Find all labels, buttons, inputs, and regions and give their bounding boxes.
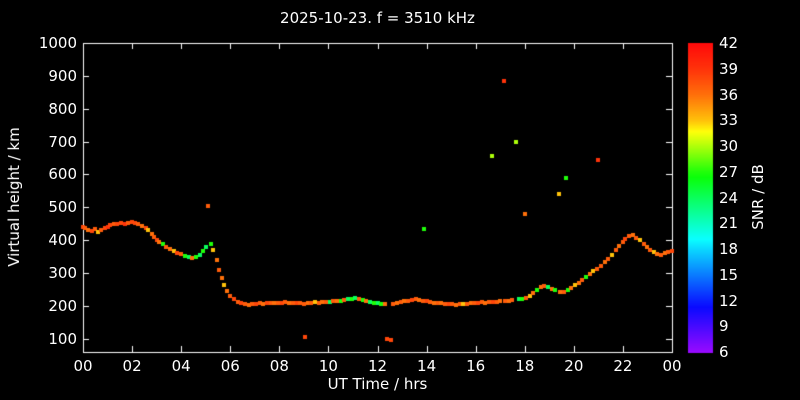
x-tick-label: 10 <box>318 357 338 375</box>
y-tick-label: 300 <box>48 264 77 283</box>
y-tick-label: 600 <box>48 165 77 184</box>
y-tick-label: 400 <box>48 231 77 250</box>
colorbar-tick-label: 21 <box>719 214 739 233</box>
y-axis-label: Virtual height / km <box>5 127 23 267</box>
x-tick-label: 16 <box>466 357 486 375</box>
colorbar-tick-label: 18 <box>719 240 739 258</box>
x-tick-label: 22 <box>613 357 633 375</box>
chart-title: 2025-10-23. f = 3510 kHz <box>280 9 475 27</box>
x-tick-label: 12 <box>367 357 388 375</box>
x-tick-label: 04 <box>171 357 191 375</box>
colorbar-tick-label: 30 <box>719 137 739 155</box>
y-tick-label: 1000 <box>38 34 77 52</box>
x-tick-label: 02 <box>122 357 142 375</box>
colorbar-tick-label: 12 <box>719 291 739 310</box>
colorbar-tick-label: 42 <box>719 34 739 52</box>
colorbar-tick-label: 15 <box>719 265 739 284</box>
y-tick-label: 800 <box>48 99 77 118</box>
colorbar-tick-label: 27 <box>719 162 739 181</box>
x-tick-label: 20 <box>564 357 584 375</box>
colorbar-tick-label: 36 <box>719 85 739 104</box>
y-tick-label: 700 <box>48 132 77 151</box>
y-tick-label: 500 <box>48 198 77 217</box>
colorbar-tick-label: 9 <box>719 317 729 336</box>
colorbar-tick-label: 33 <box>719 111 739 130</box>
x-tick-label: 08 <box>269 357 289 375</box>
x-tick-label: 18 <box>515 357 535 375</box>
y-tick-label: 200 <box>48 296 77 315</box>
x-axis-label: UT Time / hrs <box>327 375 428 393</box>
colorbar-tick-label: 39 <box>719 59 739 78</box>
x-tick-label: 14 <box>417 357 437 375</box>
colorbar-tick-label: 24 <box>719 188 739 207</box>
y-tick-label: 900 <box>48 66 77 85</box>
colorbar-tick-label: 6 <box>719 343 729 361</box>
x-tick-label: 06 <box>220 357 240 375</box>
x-tick-label: 00 <box>73 357 93 375</box>
x-tick-label: 00 <box>662 357 682 375</box>
y-tick-label: 100 <box>48 329 77 348</box>
